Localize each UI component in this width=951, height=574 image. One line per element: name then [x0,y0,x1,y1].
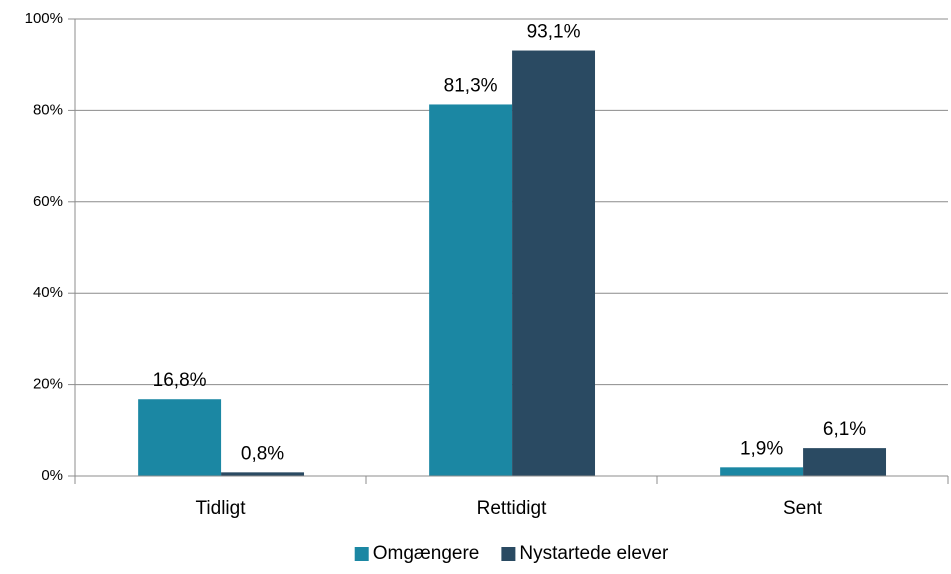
legend: Omgængere Nystartede elever [354,543,669,564]
value-label: 0,8% [241,443,284,464]
x-tick-label: Tidligt [196,498,247,519]
legend-swatch [354,547,369,561]
y-tick-label: 20% [33,376,63,393]
bar [221,472,305,476]
y-tick-label: 60% [33,193,63,210]
y-tick-label: 40% [33,284,63,301]
legend-label: Omgængere [373,543,480,564]
y-tick-label: 100% [25,10,63,27]
value-label: 16,8% [153,370,207,391]
bar [720,467,804,476]
value-label: 81,3% [444,75,498,96]
bar [138,399,222,476]
value-label: 93,1% [527,22,581,43]
legend-swatch [501,547,516,561]
x-tick-label: Rettidigt [477,498,547,519]
y-tick-label: 0% [41,467,63,484]
y-tick-label: 80% [33,101,63,118]
bar [512,50,596,477]
bar [803,448,887,476]
x-tick-label: Sent [783,498,823,519]
bar [429,104,513,477]
legend-label: Nystartede elever [519,543,669,564]
value-label: 1,9% [740,438,783,459]
value-label: 6,1% [823,419,866,440]
